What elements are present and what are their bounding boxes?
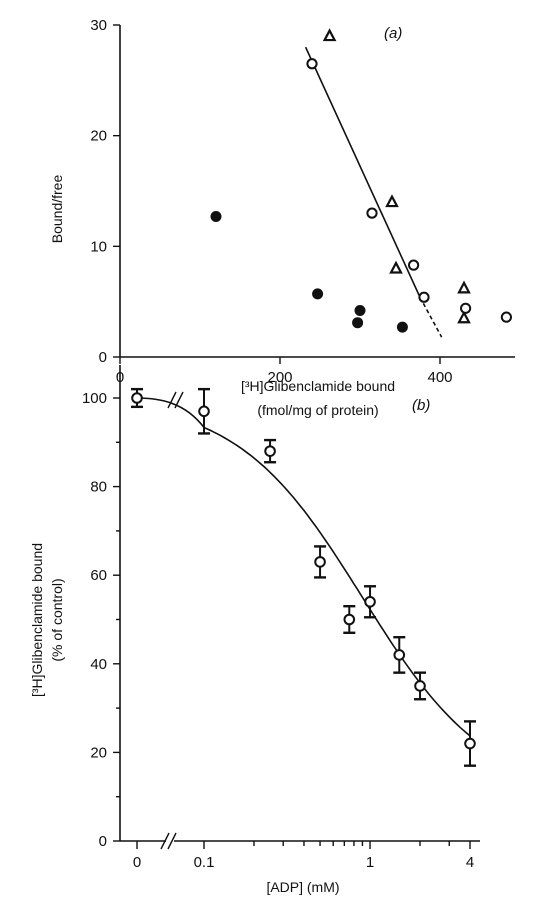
b-point	[131, 392, 143, 404]
a-y-axis-label: Bound/free	[49, 175, 65, 244]
a-point-triangle	[457, 280, 471, 294]
b-y-tick-label: 80	[90, 479, 107, 496]
b-y-tick-label: 20	[90, 744, 107, 761]
b-point	[414, 680, 426, 692]
a-point-filled-circle	[354, 305, 366, 317]
a-point-filled-circle	[210, 210, 222, 222]
b-x-tick-label: 1	[366, 854, 374, 871]
b-point	[343, 613, 356, 626]
panel-b: 0 20 40 60 80 100 0 0.1 1 4 (b) [³H]Glibenclamide…	[29, 365, 480, 895]
b-point	[393, 649, 406, 661]
a-x-axis-label: [³H]Glibenclamide bound	[241, 378, 395, 394]
a-point-filled-circle	[352, 317, 364, 329]
a-point-open-circle	[306, 58, 318, 70]
a-point-open-circle	[500, 311, 512, 323]
a-x-axis-label-units: (fmol/mg of protein)	[257, 402, 378, 418]
b-y-tick-label: 100	[82, 390, 107, 407]
a-point-triangle	[389, 260, 403, 274]
b-point	[264, 445, 276, 457]
a-point-open-circle	[408, 259, 420, 271]
b-x-tick-label: 0.1	[194, 854, 215, 871]
a-point-open-circle	[366, 207, 378, 219]
b-x-axis-label: [ADP] (mM)	[266, 879, 339, 895]
a-y-tick-label: 20	[90, 128, 107, 145]
b-x-axis-break	[160, 832, 177, 850]
a-y-tick-label: 10	[90, 238, 107, 255]
a-x-tick-label: 400	[427, 369, 452, 386]
b-point	[464, 737, 476, 750]
a-fit-line	[304, 46, 421, 298]
a-point-open-circle	[460, 302, 472, 314]
a-point-filled-circle	[312, 288, 324, 300]
a-point-triangle	[322, 28, 337, 42]
b-y-axis-label: [³H]Glibenclamide bound	[29, 543, 45, 697]
a-panel-label: (a)	[384, 25, 402, 42]
a-y-tick-label: 0	[99, 349, 107, 366]
b-y-tick-label: 60	[90, 567, 107, 584]
b-y-tick-label: 40	[90, 656, 107, 673]
b-y-axis-label-units: (% of control)	[49, 578, 65, 661]
b-panel-label: (b)	[412, 397, 430, 414]
b-x-tick-label: 0	[133, 854, 141, 871]
a-point-open-circle	[418, 291, 430, 303]
b-point	[364, 595, 376, 608]
b-x-tick-label: 4	[466, 854, 474, 871]
b-point	[314, 556, 326, 568]
a-point-triangle	[457, 310, 471, 324]
b-y-tick-label: 0	[99, 833, 107, 850]
a-point-filled-circle	[396, 321, 408, 333]
b-point	[198, 405, 210, 418]
a-y-tick-label: 30	[90, 17, 107, 34]
a-x-tick-label: 200	[267, 369, 292, 386]
a-fit-line-extrapolated	[419, 296, 443, 338]
a-point-triangle	[385, 194, 399, 208]
